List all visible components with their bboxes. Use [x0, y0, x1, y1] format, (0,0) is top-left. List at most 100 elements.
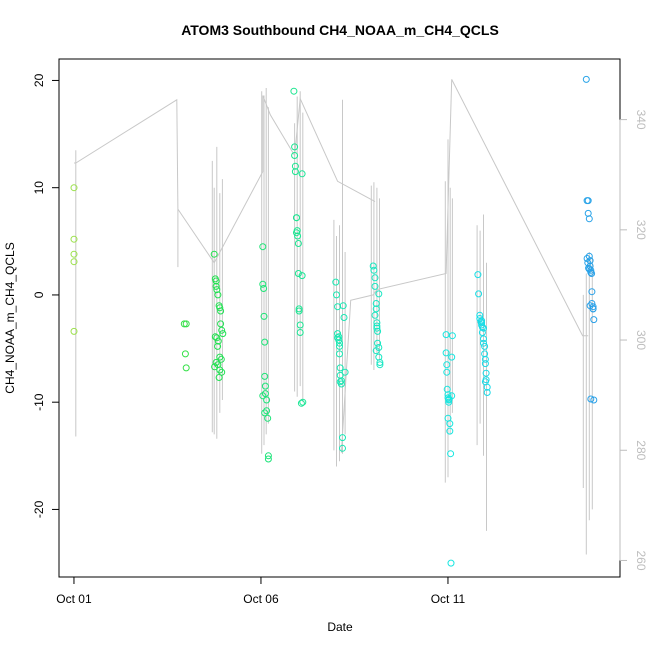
data-point: [334, 330, 342, 338]
data-point: [374, 327, 382, 335]
data-point: [480, 324, 487, 332]
data-point: [294, 240, 302, 247]
data-point: [217, 320, 225, 328]
y-tick-label-right: 260: [634, 550, 648, 570]
data-point: [371, 282, 379, 290]
data-point: [475, 290, 483, 298]
data-point: [340, 314, 348, 321]
y-axis-label: CH4_NOAA_m_CH4_QCLS: [3, 242, 17, 393]
data-point: [261, 372, 269, 380]
data-point: [339, 434, 346, 442]
data-point: [261, 338, 269, 346]
data-point: [341, 368, 349, 376]
data-point: [478, 329, 486, 336]
data-point: [376, 361, 384, 369]
data-point: [445, 395, 453, 403]
data-point: [215, 374, 223, 381]
data-point: [70, 258, 78, 266]
data-point: [481, 360, 489, 368]
x-axis-label: Date: [327, 620, 353, 634]
data-point: [261, 382, 269, 390]
data-point: [263, 407, 271, 415]
data-point: [585, 265, 593, 273]
data-point: [293, 214, 300, 222]
data-point: [582, 75, 590, 83]
data-point: [444, 414, 452, 422]
y-axis-right: 260 280 300 320 340: [619, 110, 648, 571]
data-point: [260, 285, 268, 292]
data-point: [296, 321, 304, 329]
data-point: [372, 305, 380, 313]
data-point: [264, 452, 272, 460]
data-point: [448, 353, 456, 361]
data-point: [294, 232, 302, 240]
data-point: [443, 385, 451, 393]
profile-line-3: [340, 79, 589, 453]
data-point: [478, 317, 486, 325]
data-point: [291, 168, 299, 176]
data-point: [590, 396, 598, 404]
chart-title: ATOM3 Southbound CH4_NOAA_m_CH4_QCLS: [181, 22, 499, 38]
data-point: [264, 455, 272, 463]
data-point: [180, 320, 188, 328]
data-point: [210, 250, 218, 258]
data-point: [445, 398, 453, 406]
data-point: [481, 378, 489, 386]
data-point: [443, 368, 451, 376]
data-point: [373, 322, 381, 330]
data-point: [298, 272, 306, 280]
data-point: [443, 361, 451, 369]
data-point: [372, 347, 380, 355]
data-point: [291, 152, 299, 159]
data-point: [444, 391, 452, 399]
data-point: [216, 366, 224, 374]
data-point: [182, 320, 190, 328]
data-point: [587, 268, 595, 276]
data-point: [70, 184, 78, 192]
data-points: [70, 75, 598, 567]
data-point: [295, 305, 303, 313]
x-axis: Oct 01 Oct 06 Oct 11: [56, 576, 466, 606]
data-point: [259, 392, 267, 400]
data-point: [474, 271, 482, 279]
data-point: [480, 339, 487, 347]
data-point: [212, 359, 220, 366]
data-point: [217, 307, 225, 315]
data-point: [336, 350, 343, 358]
data-point: [585, 215, 593, 223]
data-point: [213, 334, 221, 342]
data-point: [337, 377, 345, 385]
data-point: [295, 307, 303, 315]
y-tick-label-right: 320: [634, 220, 648, 240]
data-point: [589, 303, 597, 311]
x-tick-label: Oct 01: [56, 592, 92, 606]
y-axis-left: -20 -10 0 10 20: [32, 73, 60, 518]
data-point: [590, 316, 598, 324]
data-point: [212, 277, 220, 285]
data-point: [181, 350, 189, 358]
data-point: [219, 330, 227, 338]
data-point: [376, 359, 384, 366]
y-tick-label: -10: [32, 393, 46, 411]
data-point: [588, 288, 596, 296]
data-point: [369, 262, 377, 270]
data-point: [259, 280, 267, 288]
data-point: [371, 311, 379, 319]
x-tick-label: Oct 11: [431, 592, 466, 606]
data-point: [447, 559, 455, 567]
data-point: [217, 355, 225, 363]
data-point: [291, 162, 299, 170]
x-tick-label: Oct 06: [243, 592, 279, 606]
data-point: [212, 282, 220, 290]
data-point: [446, 427, 454, 435]
y-tick-label-right: 300: [634, 330, 648, 350]
data-point: [293, 229, 300, 237]
data-point: [182, 364, 190, 372]
data-point: [373, 324, 381, 332]
data-point: [583, 255, 591, 262]
data-point: [211, 363, 219, 371]
data-point: [218, 326, 226, 334]
data-point: [374, 339, 382, 347]
data-point: [216, 304, 224, 312]
data-point: [370, 266, 378, 274]
